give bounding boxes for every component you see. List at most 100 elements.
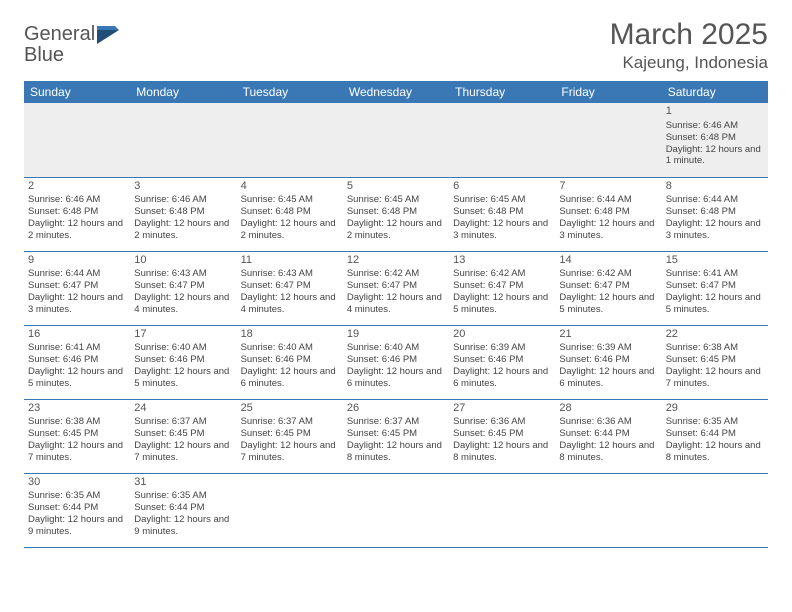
sunset-text: Sunset: 6:46 PM	[453, 354, 551, 366]
weekday-header: Wednesday	[343, 81, 449, 103]
calendar-day-cell: 18Sunrise: 6:40 AMSunset: 6:46 PMDayligh…	[237, 325, 343, 399]
daylight-text: Daylight: 12 hours and 4 minutes.	[347, 292, 445, 316]
sunrise-text: Sunrise: 6:38 AM	[666, 342, 764, 354]
sunrise-text: Sunrise: 6:39 AM	[559, 342, 657, 354]
daylight-text: Daylight: 12 hours and 9 minutes.	[28, 514, 126, 538]
daylight-text: Daylight: 12 hours and 3 minutes.	[453, 218, 551, 242]
day-number: 29	[666, 402, 764, 416]
title-block: March 2025 Kajeung, Indonesia	[610, 18, 768, 73]
weekday-header: Monday	[130, 81, 236, 103]
daylight-text: Daylight: 12 hours and 4 minutes.	[134, 292, 232, 316]
sunrise-text: Sunrise: 6:37 AM	[241, 416, 339, 428]
calendar-day-cell: 9Sunrise: 6:44 AMSunset: 6:47 PMDaylight…	[24, 251, 130, 325]
daylight-text: Daylight: 12 hours and 4 minutes.	[241, 292, 339, 316]
sunset-text: Sunset: 6:46 PM	[559, 354, 657, 366]
calendar-week-row: 2Sunrise: 6:46 AMSunset: 6:48 PMDaylight…	[24, 177, 768, 251]
sunrise-text: Sunrise: 6:44 AM	[666, 194, 764, 206]
day-number: 28	[559, 402, 657, 416]
sunset-text: Sunset: 6:47 PM	[559, 280, 657, 292]
calendar-empty-cell	[343, 473, 449, 547]
calendar-week-row: 16Sunrise: 6:41 AMSunset: 6:46 PMDayligh…	[24, 325, 768, 399]
sunset-text: Sunset: 6:44 PM	[666, 428, 764, 440]
sunset-text: Sunset: 6:48 PM	[134, 206, 232, 218]
day-number: 19	[347, 328, 445, 342]
daylight-text: Daylight: 12 hours and 3 minutes.	[28, 292, 126, 316]
calendar-week-row: 30Sunrise: 6:35 AMSunset: 6:44 PMDayligh…	[24, 473, 768, 547]
logo-text-part2: Blue	[24, 44, 64, 66]
calendar-week-row: 1Sunrise: 6:46 AMSunset: 6:48 PMDaylight…	[24, 103, 768, 177]
day-number: 21	[559, 328, 657, 342]
weekday-header: Sunday	[24, 81, 130, 103]
day-number: 7	[559, 180, 657, 194]
daylight-text: Daylight: 12 hours and 5 minutes.	[666, 292, 764, 316]
day-number: 3	[134, 180, 232, 194]
daylight-text: Daylight: 12 hours and 6 minutes.	[241, 366, 339, 390]
calendar-week-row: 23Sunrise: 6:38 AMSunset: 6:45 PMDayligh…	[24, 399, 768, 473]
calendar-day-cell: 25Sunrise: 6:37 AMSunset: 6:45 PMDayligh…	[237, 399, 343, 473]
daylight-text: Daylight: 12 hours and 8 minutes.	[347, 440, 445, 464]
sunrise-text: Sunrise: 6:42 AM	[559, 268, 657, 280]
calendar-day-cell: 4Sunrise: 6:45 AMSunset: 6:48 PMDaylight…	[237, 177, 343, 251]
daylight-text: Daylight: 12 hours and 6 minutes.	[347, 366, 445, 390]
sunset-text: Sunset: 6:44 PM	[134, 502, 232, 514]
sunset-text: Sunset: 6:48 PM	[347, 206, 445, 218]
calendar-empty-cell	[449, 103, 555, 177]
calendar-day-cell: 16Sunrise: 6:41 AMSunset: 6:46 PMDayligh…	[24, 325, 130, 399]
daylight-text: Daylight: 12 hours and 5 minutes.	[559, 292, 657, 316]
sunset-text: Sunset: 6:45 PM	[666, 354, 764, 366]
day-number: 8	[666, 180, 764, 194]
sunset-text: Sunset: 6:48 PM	[559, 206, 657, 218]
calendar-day-cell: 1Sunrise: 6:46 AMSunset: 6:48 PMDaylight…	[662, 103, 768, 177]
sunset-text: Sunset: 6:48 PM	[666, 132, 764, 144]
location-label: Kajeung, Indonesia	[610, 53, 768, 73]
weekday-header: Saturday	[662, 81, 768, 103]
sunset-text: Sunset: 6:45 PM	[134, 428, 232, 440]
day-number: 30	[28, 476, 126, 490]
sunset-text: Sunset: 6:48 PM	[241, 206, 339, 218]
sunrise-text: Sunrise: 6:42 AM	[453, 268, 551, 280]
sunrise-text: Sunrise: 6:46 AM	[28, 194, 126, 206]
sunset-text: Sunset: 6:46 PM	[347, 354, 445, 366]
calendar-empty-cell	[237, 473, 343, 547]
day-number: 5	[347, 180, 445, 194]
logo-text-part1: General	[24, 23, 95, 45]
day-number: 10	[134, 254, 232, 268]
daylight-text: Daylight: 12 hours and 3 minutes.	[666, 218, 764, 242]
calendar-day-cell: 30Sunrise: 6:35 AMSunset: 6:44 PMDayligh…	[24, 473, 130, 547]
calendar-day-cell: 27Sunrise: 6:36 AMSunset: 6:45 PMDayligh…	[449, 399, 555, 473]
sunset-text: Sunset: 6:45 PM	[453, 428, 551, 440]
daylight-text: Daylight: 12 hours and 8 minutes.	[559, 440, 657, 464]
sunrise-text: Sunrise: 6:44 AM	[28, 268, 126, 280]
day-number: 9	[28, 254, 126, 268]
calendar-day-cell: 28Sunrise: 6:36 AMSunset: 6:44 PMDayligh…	[555, 399, 661, 473]
day-number: 31	[134, 476, 232, 490]
sunrise-text: Sunrise: 6:36 AM	[453, 416, 551, 428]
sunrise-text: Sunrise: 6:45 AM	[347, 194, 445, 206]
calendar-table: SundayMondayTuesdayWednesdayThursdayFrid…	[24, 81, 768, 548]
sunrise-text: Sunrise: 6:35 AM	[666, 416, 764, 428]
calendar-empty-cell	[130, 103, 236, 177]
sunrise-text: Sunrise: 6:40 AM	[134, 342, 232, 354]
calendar-day-cell: 24Sunrise: 6:37 AMSunset: 6:45 PMDayligh…	[130, 399, 236, 473]
sunrise-text: Sunrise: 6:46 AM	[666, 120, 764, 132]
sunset-text: Sunset: 6:47 PM	[347, 280, 445, 292]
day-number: 22	[666, 328, 764, 342]
daylight-text: Daylight: 12 hours and 9 minutes.	[134, 514, 232, 538]
sunrise-text: Sunrise: 6:41 AM	[666, 268, 764, 280]
daylight-text: Daylight: 12 hours and 2 minutes.	[134, 218, 232, 242]
sunrise-text: Sunrise: 6:45 AM	[241, 194, 339, 206]
day-number: 17	[134, 328, 232, 342]
calendar-empty-cell	[343, 103, 449, 177]
day-number: 23	[28, 402, 126, 416]
calendar-empty-cell	[662, 473, 768, 547]
sunset-text: Sunset: 6:47 PM	[28, 280, 126, 292]
calendar-day-cell: 8Sunrise: 6:44 AMSunset: 6:48 PMDaylight…	[662, 177, 768, 251]
day-number: 16	[28, 328, 126, 342]
sunrise-text: Sunrise: 6:37 AM	[347, 416, 445, 428]
sunrise-text: Sunrise: 6:44 AM	[559, 194, 657, 206]
weekday-header: Thursday	[449, 81, 555, 103]
calendar-day-cell: 14Sunrise: 6:42 AMSunset: 6:47 PMDayligh…	[555, 251, 661, 325]
sunrise-text: Sunrise: 6:43 AM	[134, 268, 232, 280]
calendar-day-cell: 17Sunrise: 6:40 AMSunset: 6:46 PMDayligh…	[130, 325, 236, 399]
day-number: 24	[134, 402, 232, 416]
